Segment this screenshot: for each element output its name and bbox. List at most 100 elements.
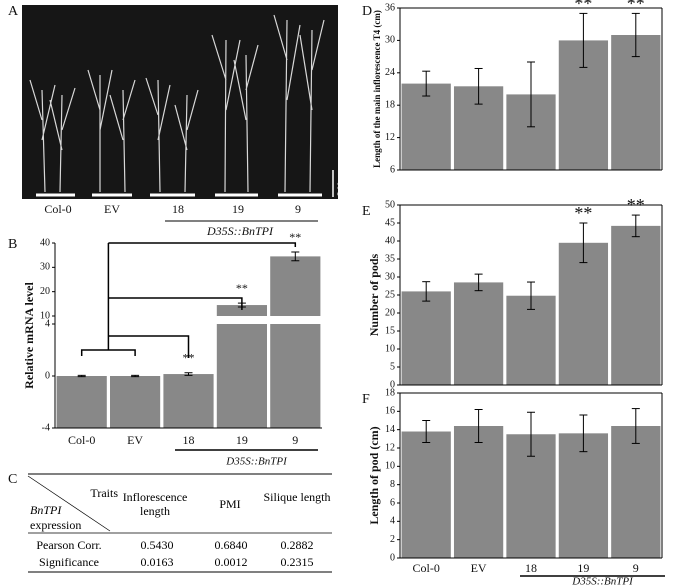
x-tick-label: EV: [471, 561, 487, 575]
bar: [611, 35, 661, 170]
panel-label: E: [362, 204, 371, 219]
y-tick-label: 4: [45, 318, 50, 329]
bar: [558, 433, 609, 558]
scale-label: 5.00 cm: [336, 169, 345, 196]
y-tick-label: 10: [385, 461, 395, 472]
table-header: BnTPI: [30, 503, 62, 517]
panel-label: F: [362, 392, 370, 407]
x-tick-label: 19: [236, 433, 248, 447]
x-tick-label: 18: [525, 561, 537, 575]
bracket: [80, 242, 297, 358]
table-cell: Significance: [39, 555, 99, 569]
table-cell: 0.2315: [280, 555, 314, 569]
y-tick-label: 35: [385, 253, 395, 264]
bar: [611, 426, 661, 558]
bar: [401, 291, 451, 385]
y-tick-label: 20: [40, 286, 50, 297]
significance: **: [574, 203, 592, 223]
y-tick-label: 40: [385, 235, 395, 246]
significance: **: [574, 0, 592, 14]
y-tick-label: 0: [390, 552, 395, 563]
y-axis-title: Length of pod (cm): [367, 426, 381, 524]
y-tick-label: 15: [385, 325, 395, 336]
bar: [163, 374, 214, 428]
x-tick-label: EV: [127, 433, 143, 447]
y-tick-label: 10: [385, 343, 395, 354]
x-tick-label: Col-0: [68, 433, 95, 447]
y-axis-title: Number of pods: [367, 253, 381, 336]
y-tick-label: 50: [385, 199, 395, 210]
table-header: expression: [30, 518, 82, 532]
table-cell: Pearson Corr.: [36, 538, 102, 552]
panel-label: C: [8, 472, 17, 487]
y-axis-title: Length of the main inflorescence T4 (cm): [372, 10, 382, 168]
y-tick-label: 8: [390, 479, 395, 490]
group-label: D35S::BnTPI: [206, 224, 274, 238]
category-label: 18: [172, 202, 184, 216]
y-tick-label: 4: [390, 516, 395, 527]
bar: [270, 256, 321, 428]
bar: [216, 305, 267, 428]
y-tick-label: 24: [385, 67, 395, 78]
bar: [453, 426, 504, 558]
y-tick-label: 5: [390, 361, 395, 372]
x-tick-label: 19: [577, 561, 589, 575]
y-tick-label: 40: [40, 237, 50, 248]
x-tick-label: 18: [183, 433, 195, 447]
y-tick-label: 10: [40, 310, 50, 321]
y-tick-label: 45: [385, 217, 395, 228]
y-tick-label: 18: [385, 99, 395, 110]
table-header: Inflorescence length: [122, 490, 188, 518]
x-tick-label: 9: [292, 433, 298, 447]
y-tick-label: -4: [42, 422, 50, 433]
table-header: Silique length: [263, 490, 331, 504]
table-header: Traits: [90, 486, 118, 500]
table-cell: 0.0012: [214, 555, 248, 569]
category-label: 9: [295, 202, 301, 216]
y-tick-label: 18: [385, 387, 395, 398]
table-cell: 0.0163: [140, 555, 174, 569]
table-lines: [27, 473, 332, 573]
y-tick-label: 12: [385, 132, 395, 143]
bar: [506, 295, 556, 385]
y-tick-label: 14: [385, 424, 395, 435]
y-tick-label: 30: [385, 271, 395, 282]
plants: [29, 14, 325, 193]
panel-label: A: [8, 4, 19, 19]
y-tick-label: 0: [390, 379, 395, 390]
group-label: D35S::BnTPI: [225, 456, 288, 468]
group-label: D35S::BnTPI: [571, 576, 634, 587]
y-axis-title: Relative mRNA level: [22, 282, 36, 389]
bar: [401, 83, 451, 170]
table-cell: 0.5430: [140, 538, 174, 552]
category-label: 19: [232, 202, 244, 216]
panel-label: D: [362, 4, 372, 19]
y-tick-label: 36: [385, 2, 395, 13]
bar: [401, 431, 451, 558]
y-tick-label: 25: [385, 289, 395, 300]
category-label: EV: [104, 202, 120, 216]
y-tick-label: 0: [45, 370, 50, 381]
significance: **: [289, 230, 301, 244]
bar: [56, 376, 107, 428]
panel-label: B: [8, 237, 17, 252]
category-label: Col-0: [44, 202, 71, 216]
significance: **: [627, 0, 645, 14]
y-tick-label: 30: [385, 35, 395, 46]
table-header: PMI: [219, 497, 241, 511]
y-tick-label: 6: [390, 497, 395, 508]
x-tick-label: Col-0: [413, 561, 440, 575]
significance: **: [236, 281, 248, 295]
y-tick-label: 2: [390, 534, 395, 545]
table-cell: 0.2882: [280, 538, 314, 552]
bar: [110, 376, 161, 428]
bar: [611, 225, 661, 385]
y-tick-label: 6: [390, 164, 395, 175]
table-cell: 0.6840: [214, 538, 248, 552]
y-tick-label: 12: [385, 442, 395, 453]
axis-break: [49, 316, 322, 324]
photo: [22, 5, 338, 199]
bar: [558, 242, 609, 385]
